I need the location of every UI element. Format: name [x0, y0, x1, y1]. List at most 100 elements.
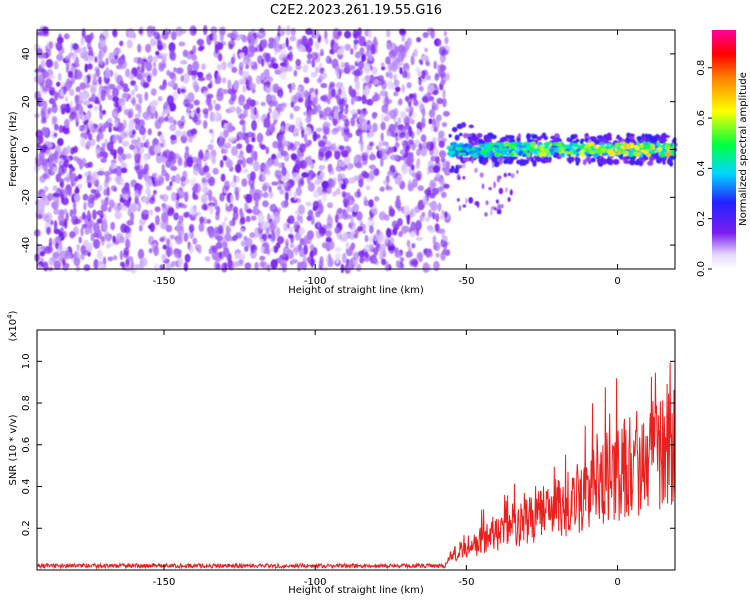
spectrogram-noise-cell	[112, 134, 118, 144]
spectrogram-noise-cell	[56, 199, 60, 207]
spectrogram-noise-cell	[224, 262, 228, 270]
spectrogram-signal-cell	[506, 158, 514, 165]
spectrogram-noise-cell	[45, 78, 53, 89]
spectrogram-noise-cell	[334, 246, 342, 253]
spectrogram-noise-cell	[425, 74, 432, 81]
spectrogram-noise-cell	[427, 83, 435, 93]
spectrogram-noise-cell	[384, 96, 390, 108]
spectrogram-noise-cell	[426, 141, 434, 151]
spectrogram-noise-cell	[175, 201, 181, 210]
snr-x-tick-label: -100	[304, 577, 327, 588]
spectrogram-noise-cell	[159, 237, 165, 243]
spectrogram-noise-cell	[260, 101, 266, 107]
spectrogram-noise-cell	[209, 111, 215, 122]
spectrogram-noise-cell	[363, 41, 367, 47]
spectrogram-noise-cell	[276, 236, 285, 245]
spectrogram-noise-cell	[295, 186, 302, 197]
spectrogram-noise-cell	[196, 38, 205, 46]
spectrogram-signal-cell	[626, 143, 630, 148]
spectrogram-signal-cell	[608, 151, 616, 157]
spectrogram-noise-cell	[254, 199, 259, 208]
spectrogram-noise-cell	[286, 25, 291, 36]
spectrogram-noise-cell	[254, 100, 260, 106]
spectrogram-noise-cell	[327, 98, 331, 105]
spectrogram-signal-cell	[536, 136, 542, 141]
spectrogram-signal-cell	[623, 153, 628, 157]
spectrogram-noise-cell	[177, 157, 183, 167]
spectrogram-noise-cell	[330, 88, 336, 98]
spectrogram-noise-cell	[413, 99, 419, 107]
spectrogram-noise-cell	[438, 46, 446, 56]
spectrogram-noise-cell	[115, 64, 123, 70]
spectrogram-noise-cell	[366, 98, 374, 106]
spectrogram-noise-cell	[437, 98, 443, 104]
spectrogram-noise-cell	[271, 181, 279, 186]
spectrogram-noise-cell	[359, 132, 363, 143]
spectrogram-noise-cell	[238, 78, 246, 85]
spectrogram-noise-cell	[321, 180, 329, 189]
spectrogram-noise-cell	[420, 134, 427, 143]
spectrogram-noise-cell	[279, 91, 283, 99]
spectrogram-noise-cell	[394, 154, 399, 162]
spectrogram-noise-cell	[269, 203, 277, 213]
spectrogram-noise-cell	[268, 186, 272, 193]
spectrogram-noise-cell	[347, 260, 352, 272]
spectrogram-noise-cell	[413, 92, 417, 101]
spectrogram-x-tick-label: 0	[614, 276, 620, 287]
spectrogram-signal-cell	[480, 149, 487, 154]
spectrogram-noise-cell	[341, 190, 346, 198]
spectrogram-signal-cell	[620, 145, 624, 149]
spectrogram-noise-cell	[143, 163, 149, 173]
spectrogram-noise-cell	[80, 132, 87, 139]
spectrogram-signal-cell	[541, 132, 547, 138]
spectrogram-noise-cell	[145, 187, 151, 196]
spectrogram-noise-cell	[293, 105, 301, 112]
spectrogram-noise-cell	[316, 220, 321, 228]
spectrogram-noise-cell	[380, 113, 386, 123]
spectrogram-noise-cell	[98, 76, 102, 85]
spectrogram-noise-cell	[343, 156, 351, 166]
spectrogram-noise-cell	[323, 108, 328, 114]
spectrogram-noise-cell	[128, 73, 135, 80]
spectrogram-noise-cell	[82, 193, 89, 201]
spectrogram-noise-cell	[362, 229, 367, 235]
spectrogram-noise-cell	[416, 148, 421, 157]
spectrogram-noise-cell	[385, 110, 393, 116]
spectrogram-noise-cell	[281, 252, 287, 258]
spectrogram-noise-cell	[433, 176, 438, 182]
spectrogram-noise-cell	[443, 166, 451, 176]
spectrogram-noise-cell	[190, 70, 199, 76]
spectrogram-noise-cell	[418, 78, 422, 86]
snr-y-tick-label: 0.6	[21, 437, 32, 453]
spectrogram-noise-cell	[234, 253, 242, 260]
spectrogram-noise-cell	[249, 45, 256, 54]
spectrogram-noise-cell	[190, 128, 198, 135]
spectrogram-noise-cell	[279, 62, 287, 67]
spectrogram-noise-cell	[415, 66, 421, 73]
spectrogram-noise-cell	[305, 139, 312, 146]
spectrogram-noise-cell	[344, 30, 352, 39]
spectrogram-noise-cell	[350, 48, 354, 55]
spectrogram-noise-cell	[333, 42, 339, 53]
spectrogram-noise-cell	[94, 66, 100, 73]
spectrogram-noise-cell	[216, 75, 222, 85]
spectrogram-noise-cell	[135, 93, 143, 99]
spectrogram-noise-cell	[354, 51, 361, 59]
spectrogram-noise-cell	[180, 59, 188, 65]
spectrogram-noise-cell	[357, 226, 364, 232]
spectrogram-noise-cell	[248, 31, 254, 40]
spectrogram-noise-cell	[63, 158, 69, 168]
spectrogram-noise-cell	[48, 74, 56, 80]
spectrogram-signal-cell	[545, 158, 552, 162]
spectrogram-noise-cell	[329, 81, 336, 88]
spectrogram-noise-cell	[56, 81, 61, 87]
spectrogram-noise-cell	[176, 120, 182, 125]
spectrogram-noise-cell	[381, 141, 389, 146]
spectrogram-noise-cell	[242, 168, 249, 173]
spectrogram-noise-cell	[142, 154, 148, 164]
spectrogram-noise-cell	[437, 39, 442, 47]
spectrogram-signal-cell	[468, 124, 474, 129]
spectrogram-noise-cell	[166, 238, 171, 247]
snr-y-tick-label: 0.2	[21, 520, 32, 536]
spectrogram-noise-cell	[305, 28, 313, 36]
